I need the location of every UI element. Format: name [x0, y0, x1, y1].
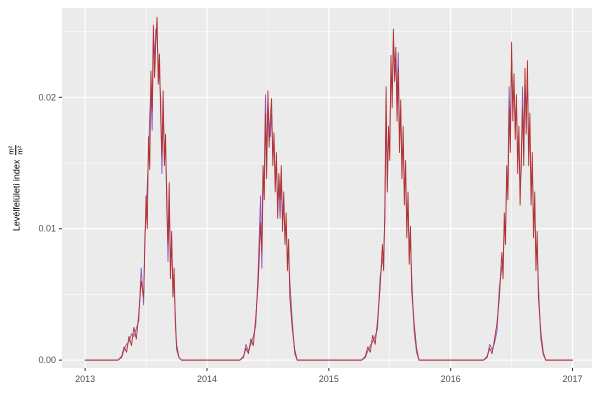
y-axis-title-text: Levélfelületi index: [11, 159, 21, 232]
y-tick-label: 0.00: [38, 355, 56, 365]
x-tick-label: 2016: [441, 374, 461, 384]
y-axis-title: Levélfelületi index m² m²: [6, 144, 25, 232]
plot-panel: [62, 8, 592, 368]
series-line-red: [84, 16, 573, 361]
x-tick-label: 2014: [197, 374, 217, 384]
x-tick-label: 2015: [319, 374, 339, 384]
x-tick-label: 2013: [75, 374, 95, 384]
y-axis-title-fraction: m² m²: [6, 144, 25, 156]
fraction-denominator: m²: [15, 145, 25, 155]
y-tick-label: 0.01: [38, 224, 56, 234]
y-tick-label: 0.02: [38, 92, 56, 102]
x-tick-label: 2017: [562, 374, 582, 384]
